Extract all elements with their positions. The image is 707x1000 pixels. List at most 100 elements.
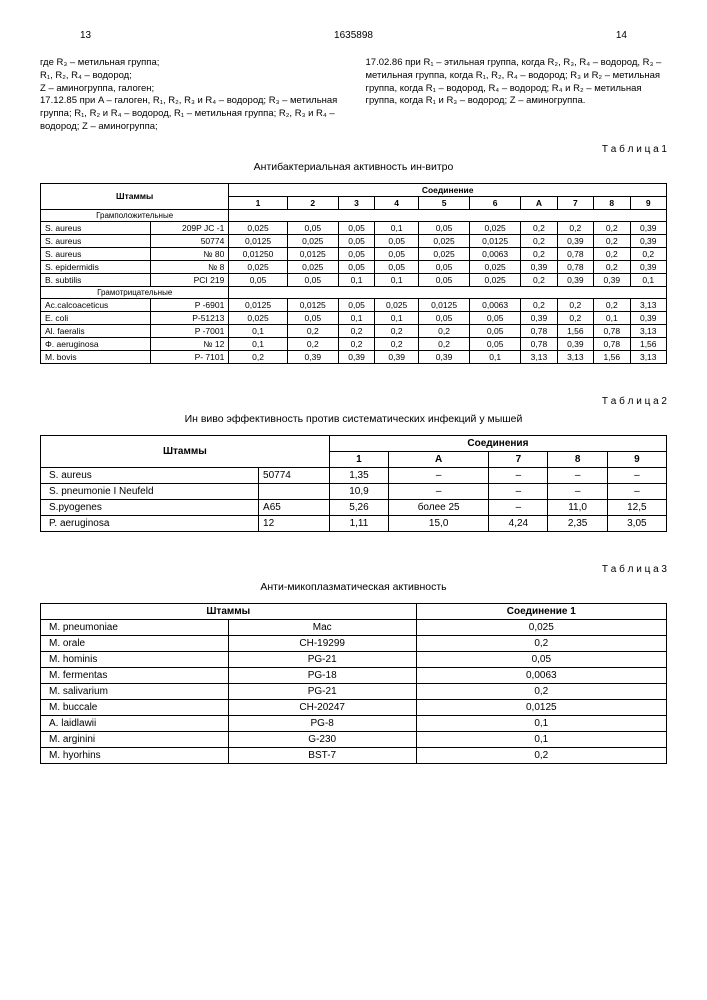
t1-strain-code: 209P JC -1 [151, 221, 229, 234]
t1-value: 0,2 [557, 298, 593, 311]
body-text-columns: где R₃ – метильная группа; R₁, R₂, R₄ – … [40, 57, 667, 134]
t3-value: 0,2 [416, 683, 666, 699]
t2-value: – [489, 499, 548, 515]
t1-value: 0,05 [375, 260, 419, 273]
t1-value: 0,39 [630, 311, 667, 324]
page-num-right: 14 [616, 30, 627, 41]
table-row: M. salivariumPG-210,2 [41, 683, 667, 699]
t1-value: 0,39 [557, 337, 593, 350]
t1-value: 0,2 [229, 350, 287, 363]
t2-strain-name: S.pyogenes [41, 499, 259, 515]
t1-col: 9 [630, 196, 667, 209]
table3-title: Анти-микоплазматическая активность [40, 581, 667, 593]
t1-value: 0,025 [470, 273, 521, 286]
t2-col: 7 [489, 451, 548, 467]
table-row: E. coliP-512130,0250,050,10,10,050,050,3… [41, 311, 667, 324]
t1-value: 0,1 [229, 337, 287, 350]
t1-value: 0,2 [419, 337, 470, 350]
t1-value: 0,2 [594, 234, 630, 247]
t1-strain-code: № 80 [151, 247, 229, 260]
t2-head-strain: Штаммы [41, 435, 330, 467]
t1-value: 0,39 [521, 311, 557, 324]
table-row: S. pneumonie I Neufeld10,9–––– [41, 483, 667, 499]
t1-value: 0,2 [521, 273, 557, 286]
t2-value: 10,9 [329, 483, 388, 499]
t1-value: 0,05 [470, 311, 521, 324]
t2-strain-code: A65 [259, 499, 330, 515]
t1-strain-code: № 8 [151, 260, 229, 273]
t3-strain-name: M. pneumoniae [41, 619, 229, 635]
t1-value: 0,1 [338, 311, 374, 324]
t2-value: 2,35 [548, 515, 607, 531]
t1-strain-code: P-51213 [151, 311, 229, 324]
t1-value: 0,2 [557, 311, 593, 324]
t1-value: 0,025 [470, 260, 521, 273]
table-row: M. pneumoniaeMac0,025 [41, 619, 667, 635]
table-row: P. aeruginosa121,1115,04,242,353,05 [41, 515, 667, 531]
t1-value: 0,2 [287, 324, 338, 337]
t1-strain-name: M. bovis [41, 350, 151, 363]
t1-value: 3,13 [630, 324, 667, 337]
t1-value: 0,025 [419, 234, 470, 247]
t1-value: 0,0125 [287, 247, 338, 260]
t1-value: 0,78 [521, 337, 557, 350]
t1-col: 6 [470, 196, 521, 209]
t2-strain-name: S. pneumonie I Neufeld [41, 483, 259, 499]
t1-value: 0,0125 [470, 234, 521, 247]
t1-value: 1,56 [630, 337, 667, 350]
t2-value: – [389, 467, 489, 483]
t1-value: 0,39 [557, 273, 593, 286]
t2-strain-code [259, 483, 330, 499]
t1-strain-name: S. aureus [41, 247, 151, 260]
t1-value: 0,05 [287, 273, 338, 286]
t1-value: 0,025 [229, 260, 287, 273]
table-row: S. aureus507740,01250,0250,050,050,0250,… [41, 234, 667, 247]
left-column-text: где R₃ – метильная группа; R₁, R₂, R₄ – … [40, 57, 342, 134]
t1-strain-name: Ac.calcoaceticus [41, 298, 151, 311]
table-row: M. argininiG-2300,1 [41, 731, 667, 747]
t2-value: 12,5 [607, 499, 666, 515]
t1-col: A [521, 196, 557, 209]
t1-value: 0,0125 [419, 298, 470, 311]
t3-value: 0,1 [416, 715, 666, 731]
t1-value: 0,2 [375, 337, 419, 350]
t2-value: 11,0 [548, 499, 607, 515]
table-row: Ac.calcoaceticusP -69010,01250,01250,050… [41, 298, 667, 311]
t1-value: 3,13 [630, 298, 667, 311]
t1-head-strain: Штаммы [41, 183, 229, 209]
t1-value: 0,025 [229, 311, 287, 324]
table1-title: Антибактериальная активность ин-витро [40, 161, 667, 173]
t1-value: 0,1 [594, 311, 630, 324]
t2-value: – [548, 483, 607, 499]
t1-value: 0,2 [338, 324, 374, 337]
t1-strain-code: № 12 [151, 337, 229, 350]
t1-strain-code: P -7001 [151, 324, 229, 337]
t1-strain-name: S. aureus [41, 234, 151, 247]
t2-value: более 25 [389, 499, 489, 515]
t3-strain-code: CH-19299 [228, 635, 416, 651]
t1-value: 0,1 [375, 221, 419, 234]
page-header: 13 1635898 14 [40, 30, 667, 41]
table3: ШтаммыСоединение 1M. pneumoniaeMac0,025M… [40, 603, 667, 764]
t2-value: 1,35 [329, 467, 388, 483]
table-row: Al. faeralisP -70010,10,20,20,20,20,050,… [41, 324, 667, 337]
t1-value: 0,0125 [229, 298, 287, 311]
t1-strain-code: PCI 219 [151, 273, 229, 286]
t2-value: 1,11 [329, 515, 388, 531]
t3-strain-name: M. buccale [41, 699, 229, 715]
t1-value: 0,0063 [470, 298, 521, 311]
t2-col: A [389, 451, 489, 467]
t1-section: Грамположительные [41, 209, 229, 221]
table-row: Φ. aeruginosa№ 120,10,20,20,20,20,050,78… [41, 337, 667, 350]
t1-value: 0,39 [630, 260, 667, 273]
t3-strain-name: M. hyorhins [41, 747, 229, 763]
t1-value: 0,39 [287, 350, 338, 363]
t1-strain-code: P- 7101 [151, 350, 229, 363]
t3-strain-code: CH-20247 [228, 699, 416, 715]
t1-value: 0,025 [287, 234, 338, 247]
t1-col: 3 [338, 196, 374, 209]
t1-value: 0,05 [287, 221, 338, 234]
t3-value: 0,2 [416, 747, 666, 763]
t3-value: 0,1 [416, 731, 666, 747]
right-column-text: 17.02.86 при R₁ – этильная группа, когда… [366, 57, 668, 134]
